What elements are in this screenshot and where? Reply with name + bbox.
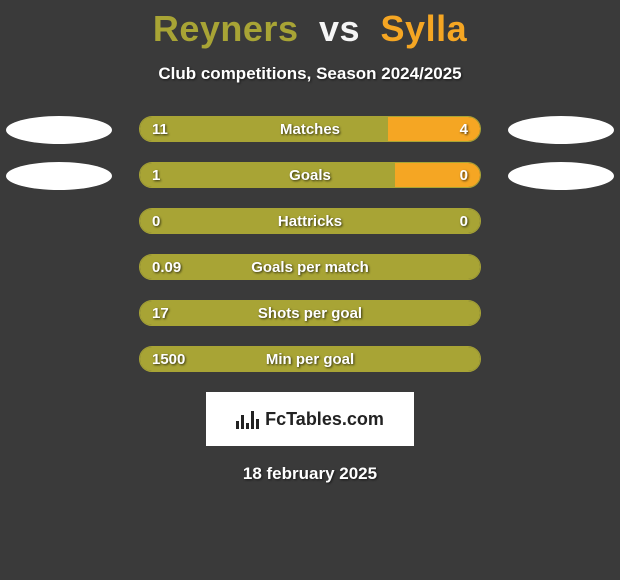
stat-row: Goals per match 0.09 [0, 254, 620, 282]
stat-bar: Min per goal 1500 [139, 346, 481, 372]
stat-label: Min per goal [266, 347, 354, 372]
stat-label: Goals [289, 163, 331, 188]
stat-label: Shots per goal [258, 301, 362, 326]
logo-text: FcTables.com [265, 409, 384, 430]
stat-bar: Hattricks 0 0 [139, 208, 481, 234]
subtitle: Club competitions, Season 2024/2025 [0, 64, 620, 84]
stat-row: Matches 11 4 [0, 116, 620, 144]
logo-bars-icon [236, 409, 259, 429]
player1-avatar [6, 162, 112, 190]
stat-row: Hattricks 0 0 [0, 208, 620, 236]
stat-value-left: 1 [152, 163, 160, 188]
logo: FcTables.com [236, 409, 384, 430]
page-title: Reyners vs Sylla [0, 8, 620, 50]
stat-bar: Goals per match 0.09 [139, 254, 481, 280]
vs-text: vs [319, 8, 360, 49]
bar-fill-left [140, 163, 395, 187]
stat-row: Min per goal 1500 [0, 346, 620, 374]
stat-bar: Goals 1 0 [139, 162, 481, 188]
stat-row: Goals 1 0 [0, 162, 620, 190]
bar-fill-left [140, 117, 388, 141]
stat-row: Shots per goal 17 [0, 300, 620, 328]
logo-box: FcTables.com [206, 392, 414, 446]
comparison-chart: Matches 11 4 Goals 1 0 Hattricks 0 0 Goals per ma… [0, 116, 620, 374]
stat-value-left: 11 [152, 117, 168, 142]
player2-name: Sylla [381, 8, 468, 49]
stat-bar: Shots per goal 17 [139, 300, 481, 326]
footer-date: 18 february 2025 [0, 464, 620, 484]
player1-name: Reyners [153, 8, 299, 49]
stat-label: Goals per match [251, 255, 369, 280]
player2-avatar [508, 116, 614, 144]
stat-value-right: 0 [460, 163, 468, 188]
stat-label: Hattricks [278, 209, 342, 234]
stat-value-left: 0 [152, 209, 160, 234]
player1-avatar [6, 116, 112, 144]
stat-value-left: 0.09 [152, 255, 181, 280]
stat-value-left: 1500 [152, 347, 185, 372]
player2-avatar [508, 162, 614, 190]
stat-bar: Matches 11 4 [139, 116, 481, 142]
stat-value-left: 17 [152, 301, 169, 326]
header: Reyners vs Sylla Club competitions, Seas… [0, 0, 620, 84]
stat-label: Matches [280, 117, 340, 142]
stat-value-right: 0 [460, 209, 468, 234]
stat-value-right: 4 [460, 117, 468, 142]
